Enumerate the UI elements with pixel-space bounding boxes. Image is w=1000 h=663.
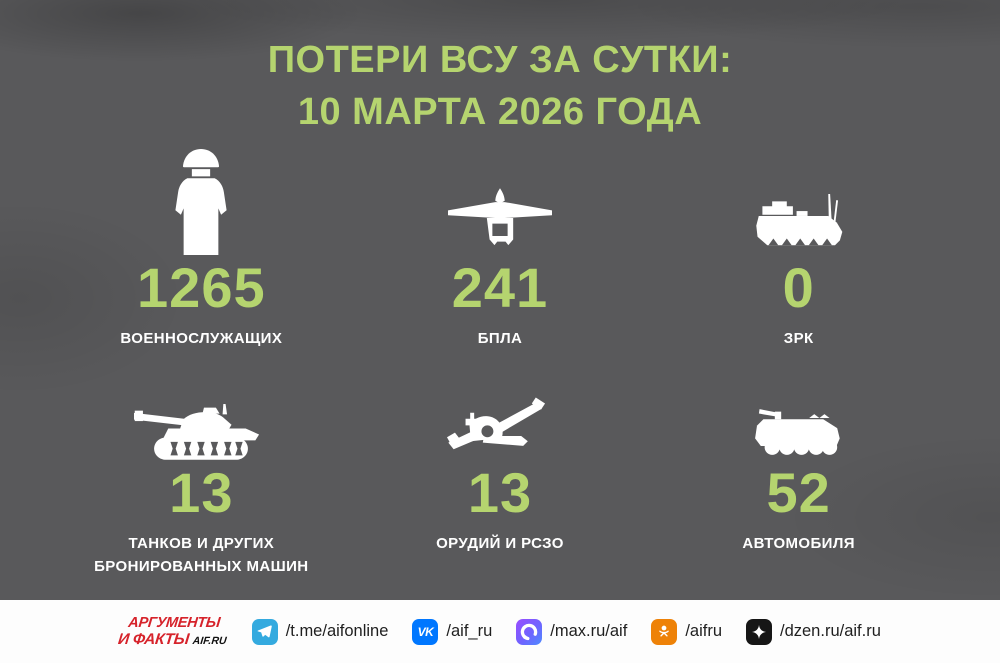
stat-value: 13: [467, 460, 533, 524]
aif-logo-suffix: AIF.RU: [192, 634, 228, 647]
telegram-link[interactable]: /t.me/aifonline: [251, 618, 389, 645]
stat-label: ТАНКОВ И ДРУГИХ БРОНИРОВАННЫХ МАШИН: [94, 534, 309, 575]
dzen-handle: /dzen.ru/aif.ru: [780, 622, 881, 640]
stat-tanks: 13 ТАНКОВ И ДРУГИХ БРОНИРОВАННЫХ МАШИН: [52, 384, 351, 578]
max-link[interactable]: /max.ru/aif: [516, 618, 628, 645]
stat-value: 1265: [137, 255, 266, 319]
stat-sam: 0 ЗРК: [649, 147, 948, 350]
content-area: ПОТЕРИ ВСУ ЗА СУТКИ: 10 МАРТА 2026 ГОДА …: [0, 0, 1000, 578]
stat-artillery: 13 ОРУДИЙ И РСЗО: [351, 384, 650, 578]
title-line-2: 10 МАРТА 2026 ГОДА: [297, 91, 703, 134]
drone-icon: [447, 147, 552, 255]
stats-grid: 1265 ВОЕННОСЛУЖАЩИХ 241 БПЛА: [0, 147, 1000, 578]
stat-uav: 241 БПЛА: [351, 147, 650, 350]
ok-icon: [651, 618, 678, 645]
artillery-icon: [446, 384, 553, 460]
dzen-link[interactable]: /dzen.ru/aif.ru: [746, 618, 881, 645]
vk-icon-text: VK: [417, 624, 434, 639]
stat-personnel: 1265 ВОЕННОСЛУЖАЩИХ: [52, 147, 351, 350]
aif-logo-line1: АРГУМЕНТЫ: [127, 615, 221, 631]
stat-value: 241: [451, 255, 549, 319]
page-title: ПОТЕРИ ВСУ ЗА СУТКИ: 10 МАРТА 2026 ГОДА: [0, 0, 1000, 139]
tank-icon: [134, 384, 268, 460]
footer: АРГУМЕНТЫ И ФАКТЫ AIF.RU /t.me/aifonline…: [0, 600, 1000, 663]
ok-link[interactable]: /aifru: [651, 618, 722, 645]
stat-label: БПЛА: [477, 329, 523, 347]
vk-handle: /aif_ru: [446, 622, 493, 640]
aif-logo-line2: И ФАКТЫ AIF.RU: [117, 630, 228, 648]
stat-value: 0: [782, 255, 815, 319]
stat-label: ВОЕННОСЛУЖАЩИХ: [120, 329, 283, 347]
telegram-icon: [251, 618, 278, 645]
stat-value: 52: [766, 460, 831, 524]
ok-handle: /aifru: [685, 622, 722, 640]
stat-label: ОРУДИЙ И РСЗО: [436, 534, 564, 552]
sam-vehicle-icon: [750, 147, 848, 255]
aif-logo-text: И ФАКТЫ: [117, 630, 190, 648]
stat-value: 13: [169, 460, 234, 524]
max-handle: /max.ru/aif: [550, 622, 628, 640]
armored-vehicle-icon: [748, 384, 850, 460]
vk-icon: VK: [412, 618, 439, 645]
telegram-handle: /t.me/aifonline: [285, 622, 389, 640]
title-line-1: ПОТЕРИ ВСУ ЗА СУТКИ:: [267, 39, 733, 81]
max-icon: [516, 618, 543, 645]
soldier-icon: [163, 147, 239, 255]
dzen-icon: [746, 618, 772, 645]
stat-label: АВТОМОБИЛЯ: [742, 534, 855, 552]
vk-link[interactable]: VK /aif_ru: [412, 618, 493, 645]
stat-vehicles: 52 АВТОМОБИЛЯ: [649, 384, 948, 578]
stat-label: ЗРК: [783, 329, 814, 347]
aif-logo: АРГУМЕНТЫ И ФАКТЫ AIF.RU: [117, 615, 229, 648]
